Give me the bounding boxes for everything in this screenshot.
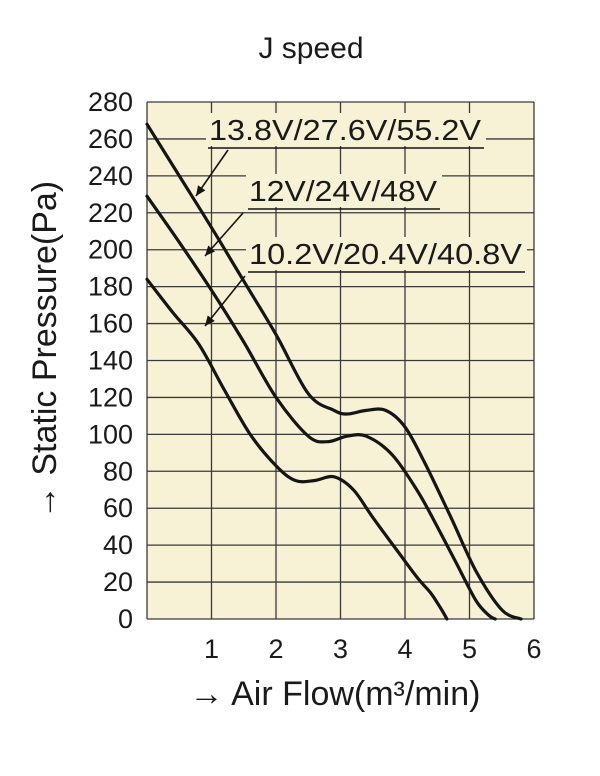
y-tick-label: 200 [88, 235, 133, 265]
series-line-1 [145, 122, 523, 621]
y-tick-label: 80 [103, 456, 133, 486]
y-tick-label: 120 [88, 382, 133, 412]
x-tick-label: 3 [333, 634, 348, 664]
series-label-2: 12V/24V/48V [249, 176, 438, 208]
y-tick-label: 280 [88, 87, 133, 117]
arrowhead-icon [196, 185, 206, 196]
y-tick-label: 260 [88, 124, 133, 154]
y-tick-label: 60 [103, 493, 133, 523]
arrowhead-icon [205, 315, 215, 326]
series-label-bg [206, 113, 486, 146]
y-axis-label: → Static Pressure(Pa) [26, 181, 64, 519]
y-tick-label: 0 [118, 604, 133, 634]
x-tick-label: 6 [526, 634, 541, 664]
y-tick-label: 240 [88, 161, 133, 191]
series-line-3 [145, 277, 449, 621]
series-labels: 13.8V/27.6V/55.2V 12V/24V/48V 10.2V/20.4V/… [195, 113, 527, 327]
x-tick-label: 2 [268, 634, 283, 664]
series-label-bg [246, 237, 527, 270]
leader-line [204, 275, 246, 327]
y-tick-label: 160 [88, 309, 133, 339]
series-line-2 [145, 194, 497, 621]
y-tick-label: 140 [88, 346, 133, 376]
chart-title: J speed [258, 32, 363, 65]
y-tick-label: 20 [103, 567, 133, 597]
x-axis-label: → Air Flow(m³/min) [190, 675, 481, 713]
y-tick-label: 180 [88, 272, 133, 302]
series-label-1: 13.8V/27.6V/55.2V [209, 115, 482, 147]
arrowhead-icon [205, 245, 215, 256]
series-curves [145, 122, 523, 621]
x-tick-label: 5 [462, 634, 477, 664]
x-tick-label: 1 [204, 634, 219, 664]
y-tick-label: 220 [88, 198, 133, 228]
y-tick-label: 100 [88, 419, 133, 449]
x-tick-labels: 1 2 3 4 5 6 [204, 634, 542, 664]
y-tick-label: 40 [103, 530, 133, 560]
series-label-bg [246, 174, 442, 207]
x-tick-label: 4 [397, 634, 412, 664]
series-label-3: 10.2V/20.4V/40.8V [249, 239, 523, 271]
y-tick-labels: 0 20 40 60 80 100 120 140 160 180 200 220 240 260 280 [88, 87, 133, 634]
